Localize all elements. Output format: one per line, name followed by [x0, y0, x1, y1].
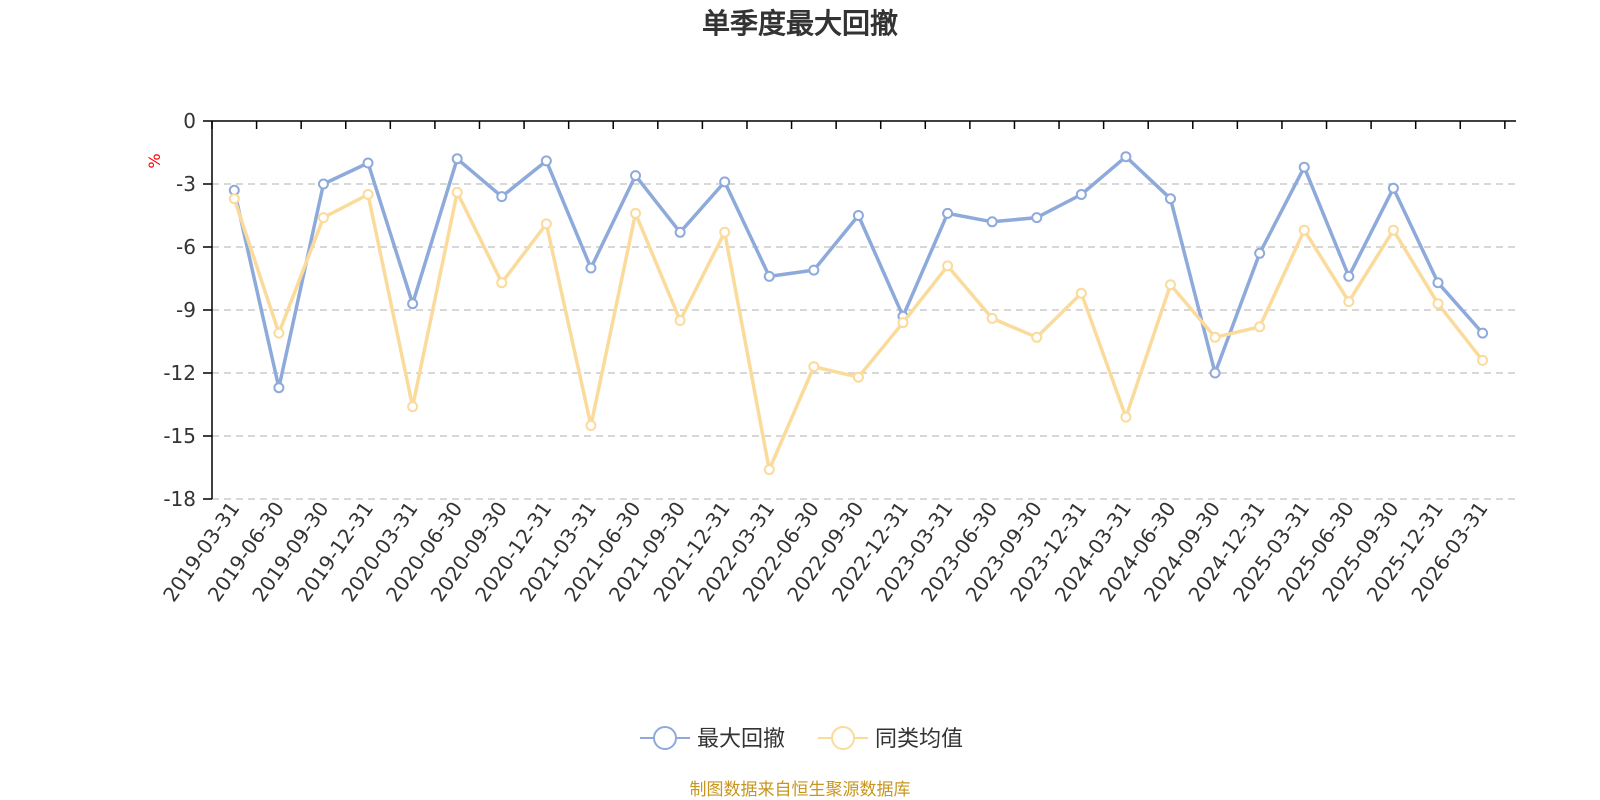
data-point[interactable] — [1298, 161, 1310, 173]
data-point[interactable] — [362, 189, 374, 200]
series-lines — [228, 151, 1489, 476]
data-point[interactable] — [540, 218, 552, 230]
data-point[interactable] — [986, 312, 998, 324]
series-line-0 — [232, 154, 1484, 390]
data-point[interactable] — [1477, 327, 1489, 339]
data-point[interactable] — [1031, 331, 1043, 343]
data-point[interactable] — [1432, 298, 1444, 310]
y-tick-label: -6 — [176, 235, 196, 259]
axes — [203, 120, 1516, 500]
data-point[interactable] — [763, 464, 775, 476]
data-point[interactable] — [1387, 182, 1399, 194]
data-point[interactable] — [317, 212, 329, 224]
data-point[interactable] — [1164, 279, 1176, 291]
source-note: 制图数据来自恒生聚源数据库 — [690, 780, 911, 800]
data-point[interactable] — [1075, 189, 1087, 200]
legend-item-0[interactable]: 最大回撤 — [640, 726, 785, 752]
legend-marker — [653, 726, 677, 750]
data-point[interactable] — [1209, 331, 1221, 343]
data-point[interactable] — [1254, 247, 1266, 259]
data-point[interactable] — [852, 210, 864, 221]
legend-label: 最大回撤 — [697, 727, 785, 752]
series-1 — [228, 186, 1489, 476]
data-point[interactable] — [942, 260, 954, 272]
data-point[interactable] — [585, 262, 597, 274]
data-point[interactable] — [1075, 287, 1087, 299]
data-point[interactable] — [986, 216, 998, 228]
y-tick-label: -12 — [163, 361, 196, 385]
legend-marker — [831, 726, 855, 750]
data-point[interactable] — [273, 382, 285, 394]
y-tick-label: 0 — [183, 109, 196, 133]
data-point[interactable] — [808, 361, 820, 373]
series-line-1 — [232, 190, 1484, 472]
data-point[interactable] — [1120, 151, 1132, 163]
chart-title: 单季度最大回撤 — [702, 7, 898, 40]
data-point[interactable] — [1031, 212, 1043, 224]
legend[interactable]: 最大回撤 同类均值 — [640, 726, 963, 752]
data-point[interactable] — [273, 327, 285, 339]
y-axis-unit-label: % — [145, 153, 164, 168]
data-point[interactable] — [451, 186, 463, 198]
data-point[interactable] — [630, 207, 642, 219]
y-axis-ticks: 0 -3 -6 -9 -12 -15 -18 — [163, 109, 196, 511]
data-point[interactable] — [674, 315, 686, 326]
y-tick-label: -15 — [163, 424, 196, 448]
data-point[interactable] — [451, 153, 463, 165]
data-point[interactable] — [1477, 354, 1489, 366]
data-point[interactable] — [719, 176, 731, 188]
data-point[interactable] — [852, 371, 864, 383]
data-point[interactable] — [585, 420, 597, 431]
data-point[interactable] — [897, 317, 909, 329]
data-point[interactable] — [317, 178, 329, 190]
data-point[interactable] — [1164, 193, 1176, 205]
data-point[interactable] — [228, 193, 240, 205]
data-point[interactable] — [1298, 224, 1310, 236]
data-point[interactable] — [540, 155, 552, 167]
y-tick-label: -9 — [176, 298, 196, 322]
y-tick-label: -3 — [176, 172, 196, 196]
series-0 — [228, 151, 1489, 394]
data-point[interactable] — [362, 157, 374, 169]
data-point[interactable] — [1254, 321, 1266, 333]
data-point[interactable] — [1432, 277, 1444, 289]
data-point[interactable] — [808, 264, 820, 276]
data-point[interactable] — [719, 226, 731, 238]
data-point[interactable] — [496, 191, 508, 203]
legend-label: 同类均值 — [875, 727, 963, 752]
data-point[interactable] — [1343, 296, 1355, 308]
data-point[interactable] — [407, 401, 419, 413]
data-point[interactable] — [942, 207, 954, 219]
data-point[interactable] — [407, 298, 419, 310]
legend-item-1[interactable]: 同类均值 — [818, 726, 963, 752]
data-point[interactable] — [763, 270, 775, 282]
data-point[interactable] — [674, 226, 686, 238]
data-point[interactable] — [496, 277, 508, 289]
data-point[interactable] — [630, 170, 642, 182]
data-point[interactable] — [1387, 224, 1399, 236]
x-axis-ticks: 2019-03-312019-06-302019-09-302019-12-31… — [158, 497, 1493, 606]
data-point[interactable] — [1209, 367, 1221, 379]
data-point[interactable] — [1343, 270, 1355, 282]
data-point[interactable] — [1120, 411, 1132, 423]
y-tick-label: -18 — [163, 487, 196, 511]
